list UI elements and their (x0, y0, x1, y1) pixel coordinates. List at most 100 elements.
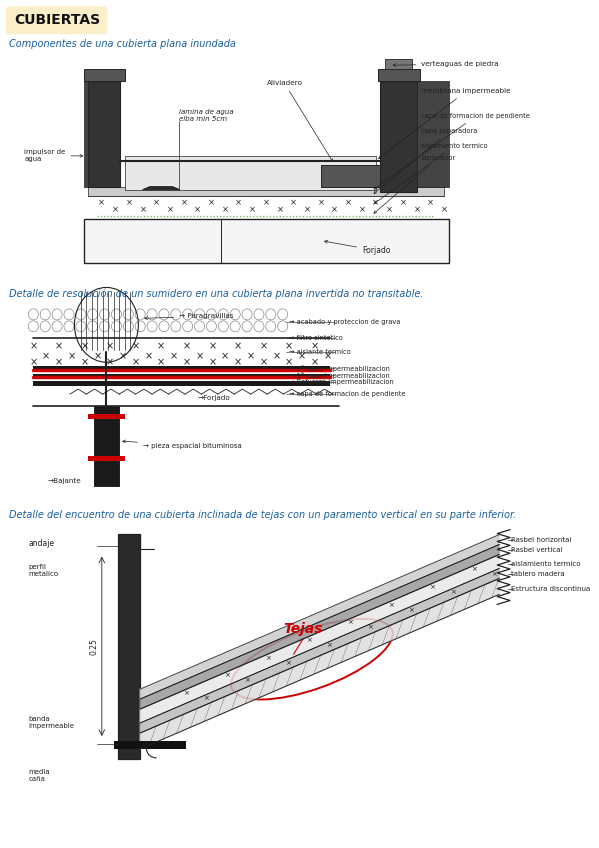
Text: ×: × (157, 341, 165, 351)
Text: ×: × (249, 205, 256, 215)
Text: ×: × (429, 584, 435, 590)
Text: ×: × (194, 205, 201, 215)
Text: ×: × (153, 198, 160, 207)
Text: ×: × (224, 672, 230, 678)
Polygon shape (140, 534, 499, 699)
Text: ×: × (400, 198, 407, 207)
Text: ×: × (195, 351, 204, 361)
Text: ×: × (310, 341, 319, 351)
Text: ×: × (265, 655, 271, 661)
Text: ×: × (144, 351, 153, 361)
Polygon shape (140, 578, 499, 749)
Text: ×: × (106, 357, 114, 367)
Bar (380, 81, 417, 192)
Text: ×: × (317, 198, 325, 207)
Text: ×: × (326, 642, 332, 649)
Text: ×: × (55, 357, 63, 367)
Bar (34, 374, 330, 378)
Bar (34, 381, 330, 386)
Text: capa separadora: capa separadora (374, 128, 478, 193)
Bar (417, 81, 449, 187)
Text: ×: × (126, 198, 133, 207)
Bar (125, 156, 376, 190)
Bar (93, 406, 119, 486)
Text: ×: × (93, 351, 101, 361)
Text: ×: × (471, 566, 476, 572)
Text: → Paragravillas: → Paragravillas (144, 314, 234, 320)
Bar (385, 59, 412, 70)
Text: → Refuerzo impermeabilizacion: → Refuerzo impermeabilizacion (289, 379, 394, 385)
Text: lamina de agua
elba min 5cm: lamina de agua elba min 5cm (180, 109, 234, 122)
Bar (84, 219, 449, 263)
Text: → pieza espacial bituminosa: → pieza espacial bituminosa (123, 440, 241, 449)
Text: → aislante termico: → aislante termico (289, 349, 351, 355)
Text: ×: × (450, 589, 455, 595)
Text: impulsor de
agua: impulsor de agua (24, 149, 83, 162)
Text: ×: × (386, 205, 393, 215)
Text: ×: × (29, 341, 37, 351)
Text: ×: × (208, 198, 215, 207)
Text: ×: × (208, 357, 216, 367)
Bar (84, 70, 125, 81)
Text: ×: × (285, 660, 291, 666)
Polygon shape (140, 568, 499, 733)
Text: → capa de formacion de pendiente: → capa de formacion de pendiente (289, 391, 406, 397)
Text: ×: × (234, 357, 242, 367)
Text: perfil
metalico: perfil metalico (29, 564, 59, 577)
Text: CUBIERTAS: CUBIERTAS (14, 14, 100, 27)
Text: → acabado y proteccion de grava: → acabado y proteccion de grava (289, 320, 400, 326)
Text: ×: × (203, 695, 209, 701)
Text: ×: × (285, 341, 293, 351)
Text: ×: × (247, 351, 255, 361)
Text: ×: × (244, 678, 250, 683)
FancyBboxPatch shape (6, 7, 107, 34)
Text: ×: × (290, 198, 297, 207)
Text: ×: × (180, 198, 187, 207)
Text: ×: × (42, 351, 50, 361)
Text: 0.25: 0.25 (89, 638, 98, 655)
Text: → 2ª capa impermeabilizacion: → 2ª capa impermeabilizacion (289, 365, 390, 371)
Text: Rasbel vertical: Rasbel vertical (511, 547, 562, 553)
Text: ×: × (304, 205, 311, 215)
Text: Tejas: Tejas (283, 622, 322, 636)
Text: ×: × (276, 205, 283, 215)
Text: ×: × (80, 341, 89, 351)
Text: Rasbel horizontal: Rasbel horizontal (511, 537, 571, 543)
Text: ×: × (98, 198, 105, 207)
Text: ×: × (234, 341, 242, 351)
Text: ×: × (345, 198, 352, 207)
Polygon shape (140, 555, 499, 723)
Text: ×: × (298, 351, 306, 361)
Text: parovapor: parovapor (374, 155, 456, 214)
Text: tablero madera: tablero madera (511, 571, 565, 577)
Bar (118, 533, 140, 759)
Text: ×: × (331, 205, 338, 215)
Text: ×: × (29, 357, 37, 367)
Text: ×: × (208, 341, 216, 351)
Text: ×: × (409, 607, 415, 613)
Bar (88, 456, 125, 460)
Bar (114, 741, 186, 749)
Text: ×: × (491, 572, 497, 577)
Text: ×: × (55, 341, 63, 351)
Text: banda
impermeable: banda impermeable (29, 716, 75, 729)
Text: ×: × (441, 205, 448, 215)
Text: ×: × (119, 351, 127, 361)
Text: ×: × (132, 341, 140, 351)
Text: ×: × (80, 357, 89, 367)
Text: →Bajante: →Bajante (48, 477, 81, 484)
Text: ×: × (413, 205, 420, 215)
Text: ×: × (259, 357, 268, 367)
Text: Estructura discontinua: Estructura discontinua (511, 587, 590, 593)
Text: ×: × (359, 205, 365, 215)
Text: Detalle del encuentro de una cubierta inclinada de tejas con un paramento vertic: Detalle del encuentro de una cubierta in… (9, 510, 516, 520)
Text: ×: × (170, 351, 178, 361)
Bar (88, 414, 125, 419)
Text: capa de formacion de pendiente: capa de formacion de pendiente (374, 113, 530, 189)
Text: aislamiento termico: aislamiento termico (511, 561, 580, 566)
Bar (34, 371, 330, 374)
Bar (321, 165, 380, 187)
Polygon shape (140, 544, 499, 709)
Text: membrana impermeable: membrana impermeable (379, 88, 511, 159)
Text: ×: × (140, 205, 146, 215)
